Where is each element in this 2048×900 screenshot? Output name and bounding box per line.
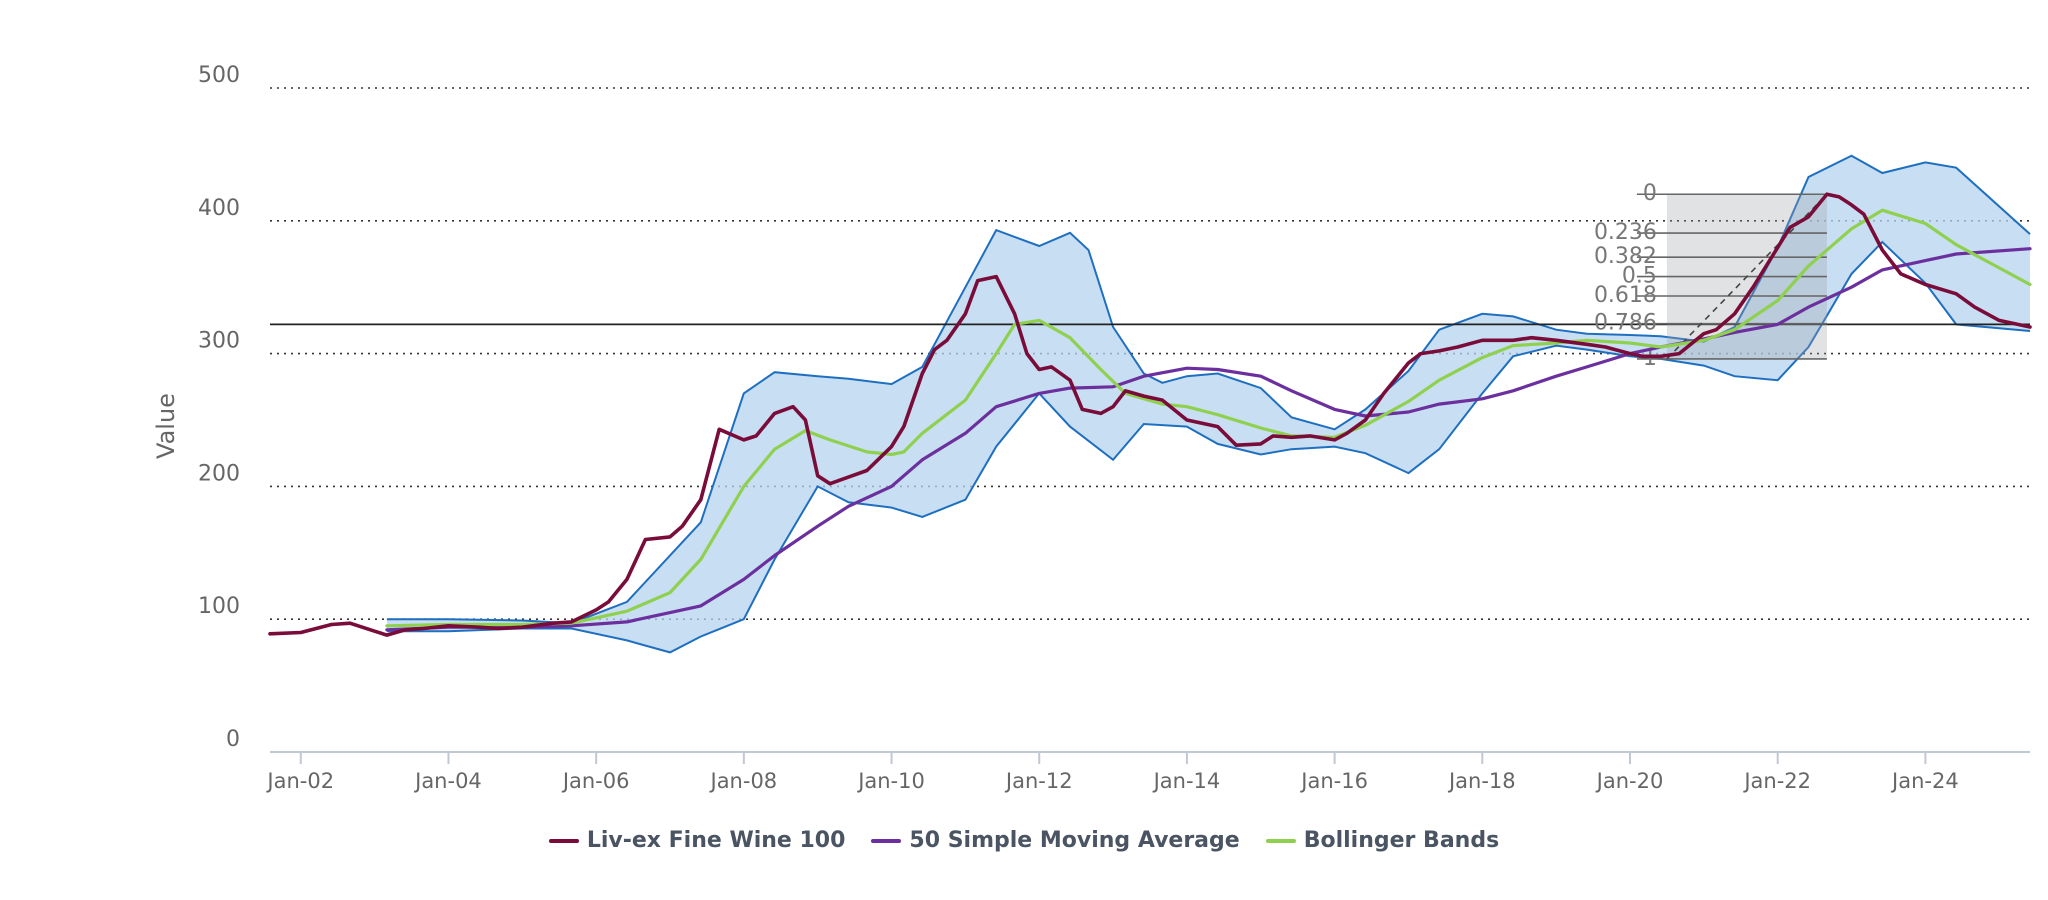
x-tick-label: Jan-10 — [856, 769, 925, 793]
legend-label: 50 Simple Moving Average — [909, 828, 1240, 853]
legend-swatch — [1265, 838, 1296, 843]
y-tick-label: 100 — [198, 594, 240, 619]
fibonacci-level-label: 0.5 — [1622, 264, 1657, 289]
y-tick-label: 0 — [226, 727, 240, 752]
x-tick-label: Jan-24 — [1890, 769, 1959, 793]
fibonacci-level-label: 0.786 — [1594, 311, 1657, 336]
fibonacci-level-label: 0.382 — [1594, 244, 1657, 269]
axes: 0 100 200 300 400 500 Jan-02 Jan-04 Jan-06 Jan-08… — [198, 63, 2030, 793]
series-line-liv-ex-fine-wine-100 — [268, 192, 2032, 637]
y-tick-label: 500 — [198, 63, 240, 88]
x-tick-label: Jan-04 — [413, 769, 482, 793]
fibonacci-level-label: 0 — [1643, 181, 1657, 206]
fibonacci-level-label: 1 — [1643, 346, 1657, 371]
y-tick-label: 400 — [198, 196, 240, 221]
bollinger-lower-band-line — [386, 240, 2031, 654]
legend-swatch — [871, 838, 902, 843]
y-tick-label: 200 — [198, 461, 240, 486]
legend-item-bollinger-bands[interactable]: Bollinger Bands — [1265, 828, 1500, 853]
x-tick-label: Jan-20 — [1595, 769, 1664, 793]
series-lines — [268, 192, 2032, 637]
bollinger-upper-band-line — [386, 154, 2031, 625]
x-tick-label: Jan-16 — [1299, 769, 1368, 793]
bollinger-band-fill — [386, 155, 2030, 653]
legend-swatch — [548, 838, 579, 843]
fibonacci-level-label: 0.618 — [1594, 283, 1657, 308]
x-tick-label: Jan-14 — [1152, 769, 1221, 793]
legend-label: Liv-ex Fine Wine 100 — [586, 828, 846, 853]
fibonacci-level-label: 0.236 — [1594, 220, 1657, 245]
x-tick-label: Jan-18 — [1447, 769, 1516, 793]
x-tick-label: Jan-08 — [709, 769, 778, 793]
legend-label: Bollinger Bands — [1303, 828, 1500, 853]
bollinger-band-area — [386, 154, 2031, 654]
y-tick-label: 300 — [198, 329, 240, 354]
series-line-50-simple-moving-average — [385, 247, 2032, 632]
series-line-bollinger-bands — [385, 208, 2032, 628]
legend-item-liv-ex-fine-wine-100[interactable]: Liv-ex Fine Wine 100 — [548, 828, 846, 853]
y-axis-title: Value — [152, 393, 180, 459]
x-tick-label: Jan-22 — [1742, 769, 1811, 793]
legend-item-50-simple-moving-average[interactable]: 50 Simple Moving Average — [871, 828, 1240, 853]
x-tick-label: Jan-12 — [1004, 769, 1073, 793]
chart-legend: Liv-ex Fine Wine 100 50 Simple Moving Av… — [0, 828, 2048, 853]
x-tick-label: Jan-02 — [265, 769, 334, 793]
x-tick-label: Jan-06 — [561, 769, 630, 793]
